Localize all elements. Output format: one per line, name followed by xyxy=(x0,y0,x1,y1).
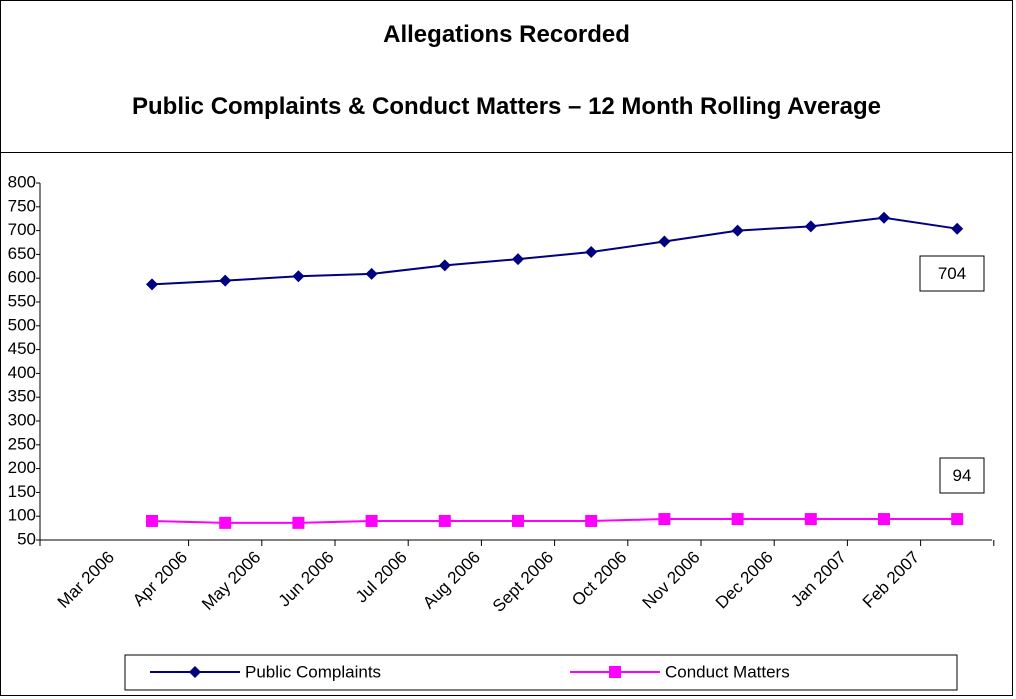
data-label-box xyxy=(939,457,985,494)
data-label: 704 xyxy=(938,264,966,283)
x-tick-label: May 2006 xyxy=(198,548,264,614)
x-tick-label: Jul 2006 xyxy=(352,548,411,607)
point xyxy=(804,220,817,233)
point xyxy=(658,513,671,526)
point xyxy=(731,513,744,526)
x-tick-label: Mar 2006 xyxy=(54,548,118,612)
point xyxy=(609,666,621,678)
point xyxy=(585,246,598,259)
y-tick-label: 250 xyxy=(8,434,36,453)
x-tick-label: Aug 2006 xyxy=(419,548,484,613)
point xyxy=(292,516,305,529)
point xyxy=(219,516,232,529)
series-line xyxy=(151,518,958,524)
series-line xyxy=(151,216,958,286)
point xyxy=(878,211,890,224)
point xyxy=(146,278,158,291)
point xyxy=(438,259,451,272)
data-label-box xyxy=(919,255,985,292)
y-tick-label: 150 xyxy=(8,482,36,501)
point xyxy=(365,267,378,280)
point xyxy=(146,514,158,527)
y-tick-label: 400 xyxy=(8,363,36,382)
point xyxy=(878,513,890,526)
x-tick-label: Dec 2006 xyxy=(712,548,777,613)
point xyxy=(951,513,964,526)
x-tick-label: Sept 2006 xyxy=(489,548,557,616)
point xyxy=(731,224,744,237)
x-tick-label: Jan 2007 xyxy=(787,548,850,611)
y-tick-label: 50 xyxy=(17,529,36,548)
data-label: 94 xyxy=(953,466,972,485)
y-tick-label: 300 xyxy=(8,410,36,429)
y-tick-label: 750 xyxy=(8,196,36,215)
y-tick-label: 500 xyxy=(8,315,36,334)
legend-box xyxy=(124,654,958,691)
y-tick-label: 100 xyxy=(8,506,36,525)
x-tick-label: Nov 2006 xyxy=(639,548,704,613)
y-tick-label: 450 xyxy=(8,339,36,358)
legend-label: Public Complaints xyxy=(245,662,381,681)
y-tick-label: 200 xyxy=(8,458,36,477)
y-tick-label: 700 xyxy=(8,220,36,239)
point xyxy=(219,274,232,287)
point xyxy=(512,253,524,266)
y-tick-label: 550 xyxy=(8,291,36,310)
x-tick-label: Feb 2007 xyxy=(859,548,923,612)
chart-subtitle: Public Complaints & Conduct Matters – 12… xyxy=(132,93,881,120)
y-tick-label: 800 xyxy=(8,172,36,191)
x-tick-label: Oct 2006 xyxy=(568,548,630,610)
point xyxy=(189,666,201,678)
point xyxy=(585,514,598,527)
point xyxy=(658,235,671,248)
point xyxy=(365,514,378,527)
x-tick-label: Jun 2006 xyxy=(275,548,338,611)
point xyxy=(804,513,817,526)
point xyxy=(512,514,524,527)
legend-label: Conduct Matters xyxy=(665,662,790,681)
point xyxy=(292,270,305,283)
point xyxy=(951,222,964,235)
point xyxy=(438,514,451,527)
chart-title: Allegations Recorded xyxy=(383,21,630,48)
header: Allegations Recorded Public Complaints &… xyxy=(1,1,1012,153)
x-tick-label: Apr 2006 xyxy=(129,548,191,610)
y-tick-label: 600 xyxy=(8,268,36,287)
y-tick-label: 650 xyxy=(8,244,36,263)
y-tick-label: 350 xyxy=(8,387,36,406)
